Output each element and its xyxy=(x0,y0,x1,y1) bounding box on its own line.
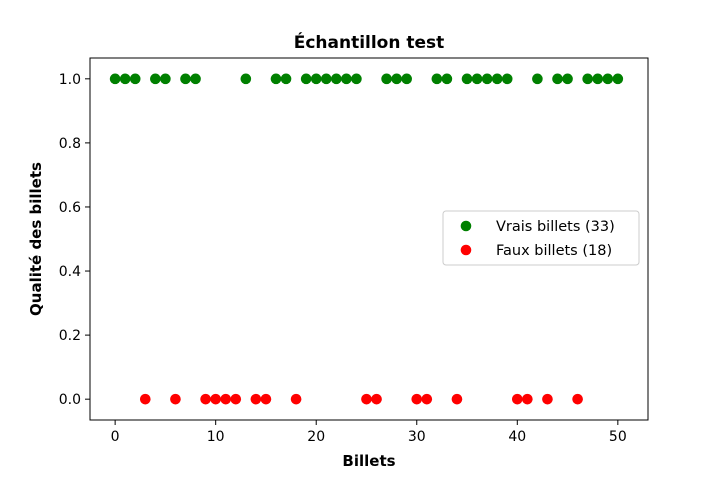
data-point xyxy=(150,73,161,85)
data-point xyxy=(542,393,553,405)
data-point xyxy=(250,393,262,405)
data-point xyxy=(582,73,593,85)
series-2 xyxy=(139,393,583,405)
data-point xyxy=(180,73,191,85)
data-point xyxy=(270,73,282,85)
legend-box xyxy=(442,210,640,266)
data-point xyxy=(441,73,453,85)
data-point xyxy=(170,393,181,405)
x-tick-label: 30 xyxy=(408,429,426,445)
data-point xyxy=(401,73,413,85)
data-point xyxy=(361,393,372,405)
data-point xyxy=(501,73,513,85)
data-point xyxy=(592,73,604,85)
x-tick-label: 20 xyxy=(307,429,325,445)
data-point xyxy=(300,73,312,85)
data-point xyxy=(280,73,292,85)
x-tick-label: 10 xyxy=(207,429,225,445)
data-point xyxy=(481,73,493,85)
x-tick-label: 50 xyxy=(609,429,627,445)
data-point xyxy=(260,393,272,405)
data-point xyxy=(431,73,443,85)
y-tick-label: 0.4 xyxy=(59,264,81,280)
data-point xyxy=(320,73,332,85)
plot-frame xyxy=(89,57,649,421)
data-point xyxy=(190,73,201,85)
data-point xyxy=(109,73,121,85)
data-point xyxy=(451,393,463,405)
data-point xyxy=(491,73,503,85)
data-point xyxy=(129,73,141,85)
data-point xyxy=(139,393,151,405)
x-tick-label: 40 xyxy=(508,429,526,445)
data-point xyxy=(572,393,583,405)
plot-area: 0 10 20 30 40 50 0.0 0.2 0.4 0.6 0.8 1.0 Vrais bille… xyxy=(59,57,649,445)
data-point xyxy=(421,393,433,405)
data-point xyxy=(230,393,242,405)
data-point xyxy=(160,73,171,85)
legend-marker xyxy=(460,244,472,256)
data-point xyxy=(240,73,252,85)
y-tick-label: 1.0 xyxy=(59,72,81,88)
data-point xyxy=(341,73,352,85)
data-point xyxy=(411,393,423,405)
data-point xyxy=(552,73,563,85)
y-tick-label: 0.2 xyxy=(59,328,81,344)
legend-marker xyxy=(460,220,472,232)
legend-label: Vrais billets (33) xyxy=(496,219,615,235)
data-point xyxy=(290,393,302,405)
data-point xyxy=(522,393,533,405)
data-point xyxy=(471,73,483,85)
chart-title: Échantillon test xyxy=(294,31,445,53)
data-point xyxy=(381,73,392,85)
data-point xyxy=(602,73,614,85)
y-tick-label: 0.8 xyxy=(59,136,81,152)
data-point xyxy=(391,73,402,85)
legend-label: Faux billets (18) xyxy=(496,243,612,259)
data-point xyxy=(371,393,382,405)
series-1 xyxy=(109,73,624,85)
data-point xyxy=(461,73,473,85)
x-tick-label: 0 xyxy=(111,429,120,445)
data-point xyxy=(331,73,342,85)
y-axis-title: Qualité des billets xyxy=(27,162,45,316)
data-point xyxy=(119,73,131,85)
legend: Vrais billets (33) Faux billets (18) xyxy=(442,210,640,266)
y-tick-label: 0.0 xyxy=(59,392,81,408)
data-point xyxy=(200,393,211,405)
data-point xyxy=(351,73,362,85)
data-point xyxy=(220,393,232,405)
data-point xyxy=(210,393,221,405)
data-point xyxy=(562,73,573,85)
x-axis-title: Billets xyxy=(342,452,395,470)
y-tick-label: 0.6 xyxy=(59,200,81,216)
data-point xyxy=(511,393,523,405)
data-point xyxy=(612,73,624,85)
data-point xyxy=(310,73,322,85)
data-point xyxy=(532,73,543,85)
